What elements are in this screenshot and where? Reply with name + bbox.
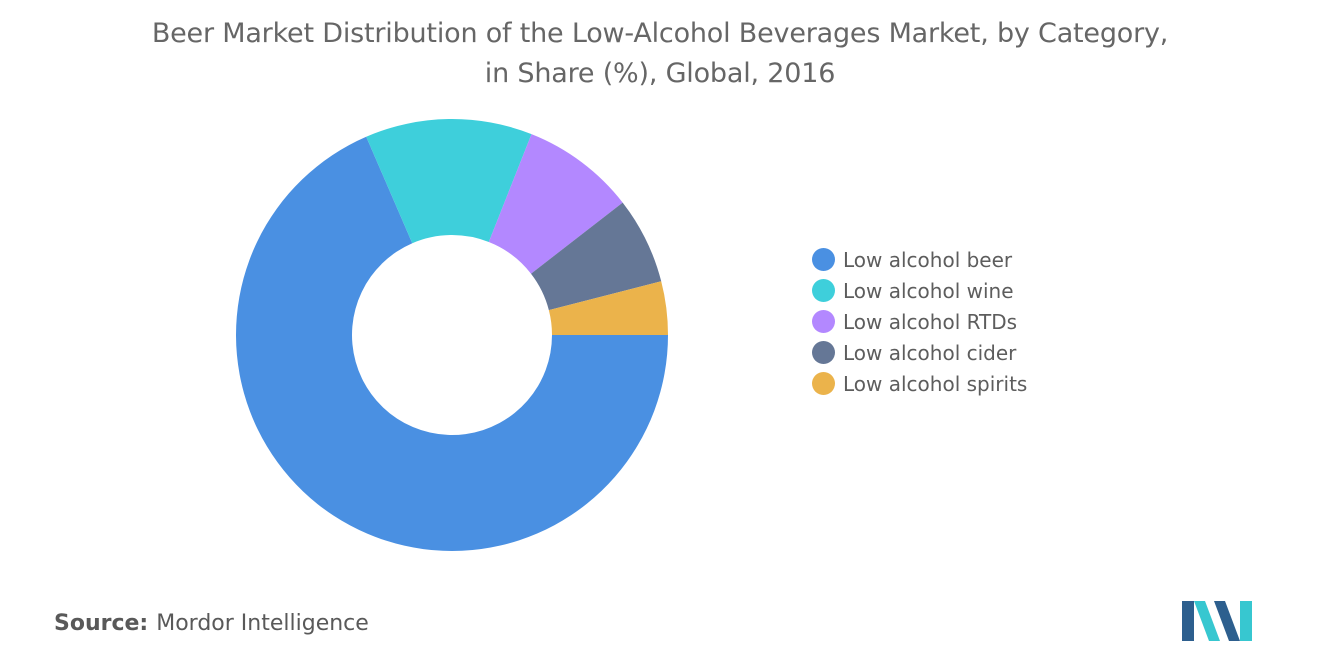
legend-item-beer: Low alcohol beer: [812, 244, 1072, 275]
legend-item-wine: Low alcohol wine: [812, 275, 1072, 306]
legend-item-spirits: Low alcohol spirits: [812, 368, 1072, 399]
logo-center-diagonal: [1214, 601, 1240, 641]
logo-left-bar: [1182, 601, 1194, 641]
legend-swatch-wine: [812, 279, 835, 302]
chart-title: Beer Market Distribution of the Low-Alco…: [0, 14, 1320, 94]
source-label: Source:: [54, 611, 149, 636]
legend-label-spirits: Low alcohol spirits: [843, 371, 1028, 396]
donut-slice-cider: [531, 202, 662, 311]
legend-label-beer: Low alcohol beer: [843, 247, 1013, 272]
logo-right-bar: [1240, 601, 1252, 641]
donut-slice-wine: [366, 119, 532, 244]
legend-swatch-rtds: [812, 310, 835, 333]
donut-slice-beer: [236, 136, 669, 552]
legend-swatch-beer: [812, 248, 835, 271]
chart-title-line-2: in Share (%), Global, 2016: [484, 58, 836, 89]
legend-swatch-cider: [812, 341, 835, 364]
logo-left-diagonal: [1194, 601, 1220, 641]
chart-title-line-1: Beer Market Distribution of the Low-Alco…: [151, 18, 1169, 49]
donut-slice-spirits: [548, 281, 668, 335]
legend-item-cider: Low alcohol cider: [812, 337, 1072, 368]
legend-label-wine: Low alcohol wine: [843, 278, 1014, 303]
legend-swatch-spirits: [812, 372, 835, 395]
legend-label-rtds: Low alcohol RTDs: [843, 309, 1018, 334]
donut-slice-rtds: [488, 134, 623, 274]
chart-legend: Low alcohol beer Low alcohol wine Low alco…: [812, 244, 1072, 399]
source-note: Source: Mordor Intelligence: [54, 611, 369, 636]
legend-item-rtds: Low alcohol RTDs: [812, 306, 1072, 337]
source-text: Mordor Intelligence: [156, 611, 369, 636]
mordor-intelligence-logo: [1182, 601, 1252, 641]
legend-label-cider: Low alcohol cider: [843, 340, 1017, 365]
